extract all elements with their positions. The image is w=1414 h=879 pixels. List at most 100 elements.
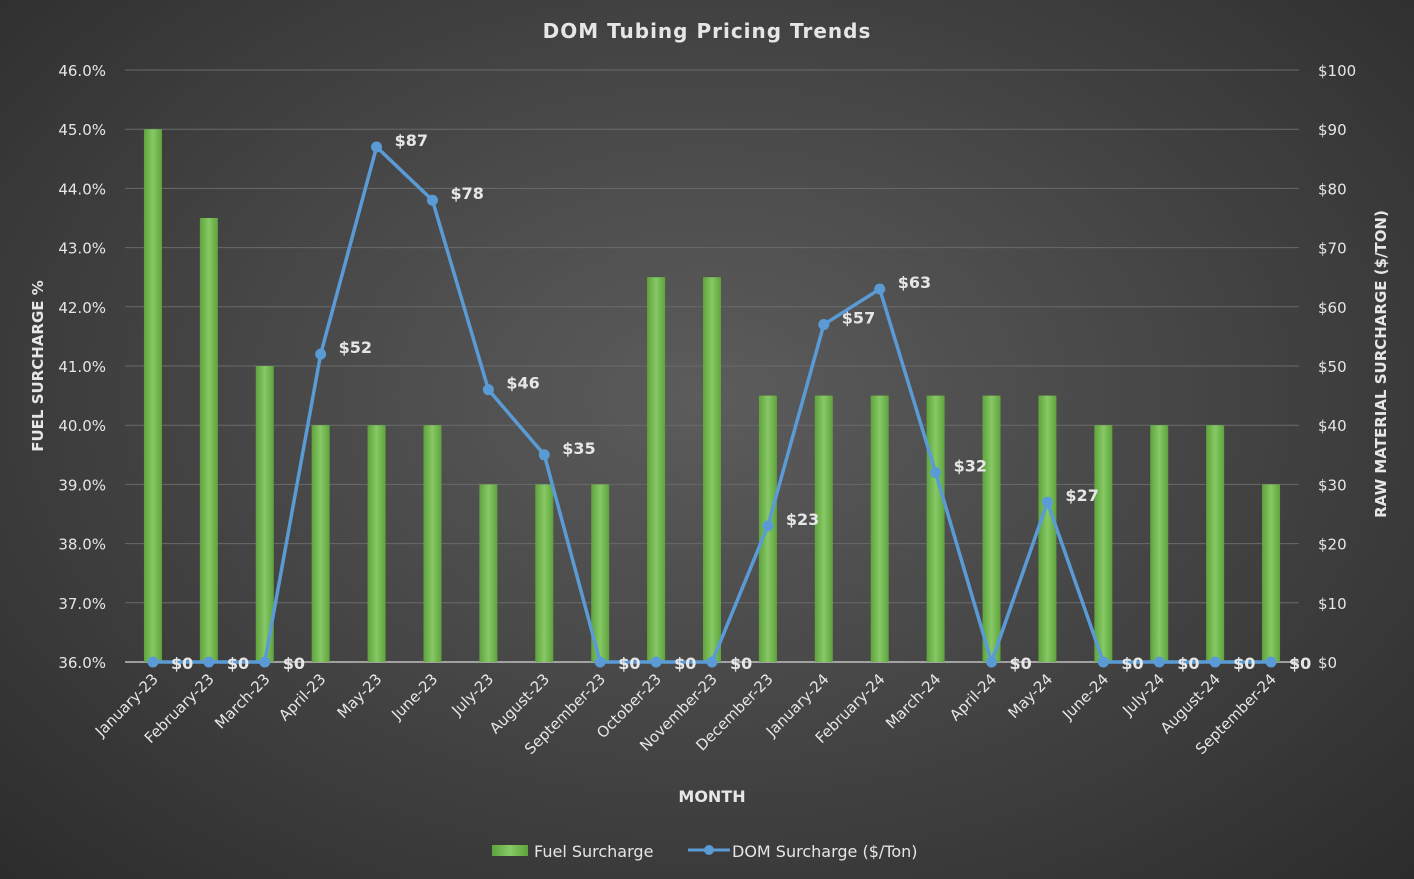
data-label: $57 xyxy=(842,309,875,328)
bar xyxy=(199,218,218,662)
line-point xyxy=(1153,656,1165,668)
bar-series xyxy=(143,129,1281,662)
x-tick-label: March-24 xyxy=(882,670,944,732)
data-label: $0 xyxy=(730,654,752,673)
left-tick-label: 45.0% xyxy=(58,121,106,139)
line-point xyxy=(1265,656,1277,668)
right-tick-label: $10 xyxy=(1318,595,1347,613)
legend-swatch-fuel xyxy=(492,845,528,856)
bar xyxy=(870,395,889,662)
data-label: $52 xyxy=(339,338,372,357)
bar xyxy=(703,277,721,662)
line-point xyxy=(203,656,215,668)
x-tick-label: June-23 xyxy=(387,670,441,724)
left-tick-label: 38.0% xyxy=(58,536,106,554)
data-label: $0 xyxy=(283,654,305,673)
left-tick-label: 40.0% xyxy=(58,417,106,435)
right-tick-label: $0 xyxy=(1318,654,1337,672)
bar xyxy=(1206,425,1225,662)
data-label: $0 xyxy=(171,654,193,673)
line-point xyxy=(538,449,550,461)
data-label: $0 xyxy=(674,654,696,673)
line-point xyxy=(1209,656,1221,668)
x-tick-label: April-24 xyxy=(946,670,1000,724)
left-tick-label: 46.0% xyxy=(58,62,106,80)
bar xyxy=(479,484,498,662)
line-series: $0 $0 $0 $52 $87 $78 $46 $35 $0 $0 $0 $23 $57 $63 $32 $… xyxy=(147,131,1311,673)
data-label: $23 xyxy=(786,510,819,529)
right-tick-label: $80 xyxy=(1318,180,1347,198)
right-tick-label: $100 xyxy=(1318,62,1356,80)
data-label: $87 xyxy=(395,131,428,150)
line-point xyxy=(818,319,830,331)
bar xyxy=(926,395,945,662)
bar xyxy=(423,425,442,662)
bar xyxy=(1150,425,1169,662)
x-tick-label: July-24 xyxy=(1118,670,1168,720)
x-tick-label: June-24 xyxy=(1058,670,1112,724)
x-tick-label: March-23 xyxy=(211,670,273,732)
data-label: $0 xyxy=(618,654,640,673)
y-axis-left-label: FUEL SURCHARGE % xyxy=(29,280,47,452)
right-tick-label: $40 xyxy=(1318,417,1347,435)
right-axis: $0 $10 $20 $30 $40 $50 $60 $70 $80 $90 $100 xyxy=(1318,62,1356,672)
line-point xyxy=(874,283,886,295)
data-label: $63 xyxy=(898,273,931,292)
line-point xyxy=(706,656,718,668)
data-label: $32 xyxy=(954,457,987,476)
left-axis: 36.0% 37.0% 38.0% 39.0% 40.0% 41.0% 42.0% 43.0%… xyxy=(58,62,106,672)
x-tick-label: May-23 xyxy=(334,670,386,722)
data-label: $0 xyxy=(227,654,249,673)
data-label: $27 xyxy=(1065,486,1098,505)
right-tick-label: $90 xyxy=(1318,121,1347,139)
bar xyxy=(1262,484,1281,662)
legend-label-fuel: Fuel Surcharge xyxy=(534,842,653,861)
x-tick-label: May-24 xyxy=(1004,670,1056,722)
bar xyxy=(255,366,274,662)
data-label: $0 xyxy=(1010,654,1032,673)
line-point xyxy=(147,656,159,668)
legend-label-dom: DOM Surcharge ($/Ton) xyxy=(732,842,918,861)
left-tick-label: 39.0% xyxy=(58,476,106,494)
bar xyxy=(982,395,1001,662)
bar xyxy=(143,129,162,662)
x-tick-label: July-23 xyxy=(448,670,498,720)
bar xyxy=(814,395,833,662)
right-tick-label: $60 xyxy=(1318,299,1347,317)
line-point xyxy=(986,656,998,668)
data-label: $0 xyxy=(1177,654,1199,673)
data-label: $0 xyxy=(1121,654,1143,673)
bar xyxy=(647,277,666,662)
left-tick-label: 37.0% xyxy=(58,595,106,613)
left-tick-label: 44.0% xyxy=(58,180,106,198)
left-tick-label: 42.0% xyxy=(58,299,106,317)
right-tick-label: $50 xyxy=(1318,358,1347,376)
line-point xyxy=(426,194,438,206)
left-tick-label: 43.0% xyxy=(58,240,106,258)
data-label: $78 xyxy=(450,184,483,203)
legend: Fuel Surcharge DOM Surcharge ($/Ton) xyxy=(492,842,918,861)
bar xyxy=(367,425,386,662)
right-tick-label: $30 xyxy=(1318,476,1347,494)
data-label: $0 xyxy=(1233,654,1255,673)
data-label: $35 xyxy=(562,439,595,458)
bar xyxy=(311,425,330,662)
line-point xyxy=(259,656,271,668)
bar xyxy=(1038,395,1057,662)
bar xyxy=(535,484,554,662)
bar xyxy=(591,484,610,662)
x-axis-label: MONTH xyxy=(678,787,745,806)
left-tick-label: 36.0% xyxy=(58,654,106,672)
right-tick-label: $70 xyxy=(1318,240,1347,258)
line-point xyxy=(762,520,774,532)
line-point xyxy=(594,656,606,668)
legend-marker-dom xyxy=(704,845,714,855)
right-tick-label: $20 xyxy=(1318,536,1347,554)
line-point xyxy=(315,348,327,360)
line-point xyxy=(371,141,383,153)
data-label: $46 xyxy=(506,374,539,393)
bar xyxy=(1094,425,1113,662)
line-point xyxy=(1097,656,1109,668)
